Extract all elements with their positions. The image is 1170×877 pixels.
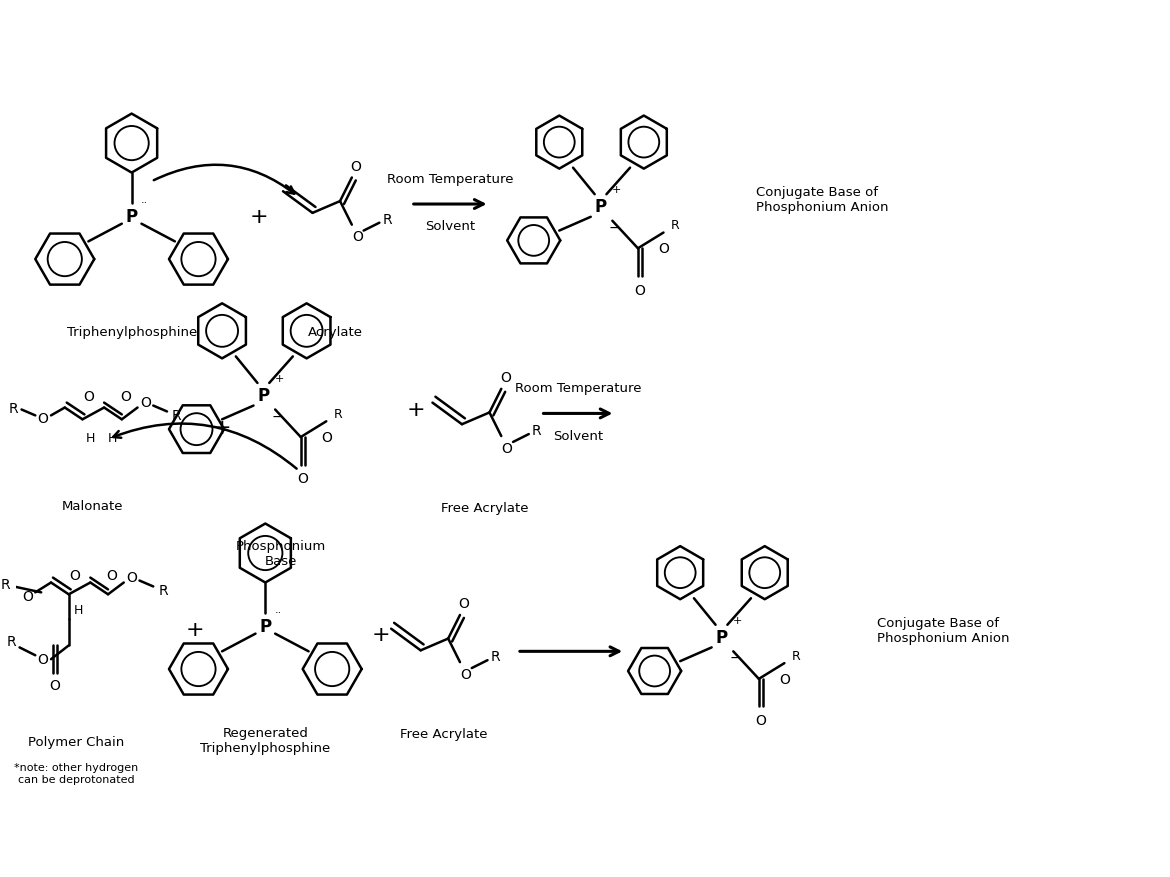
Text: O: O xyxy=(37,652,49,667)
Text: Room Temperature: Room Temperature xyxy=(387,173,514,186)
Text: Polymer Chain: Polymer Chain xyxy=(28,736,125,748)
Text: ··: ·· xyxy=(140,198,149,208)
Text: Regenerated
Triphenylphosphine: Regenerated Triphenylphosphine xyxy=(200,726,330,754)
Text: Conjugate Base of
Phosphonium Anion: Conjugate Base of Phosphonium Anion xyxy=(756,186,888,214)
Text: R: R xyxy=(532,424,542,438)
Text: ··: ·· xyxy=(275,607,282,617)
Text: Triphenylphosphine: Triphenylphosphine xyxy=(67,326,197,339)
Text: R: R xyxy=(9,401,19,415)
Text: O: O xyxy=(459,596,469,610)
Text: Free Acrylate: Free Acrylate xyxy=(399,728,487,740)
Text: −: − xyxy=(608,220,620,234)
Text: O: O xyxy=(779,672,790,686)
Text: P: P xyxy=(260,617,271,635)
Text: R: R xyxy=(158,584,168,598)
Text: O: O xyxy=(502,441,512,455)
Text: +: + xyxy=(275,374,284,383)
Text: R: R xyxy=(172,409,181,423)
Text: P: P xyxy=(125,208,138,225)
Text: R: R xyxy=(383,212,392,226)
Text: O: O xyxy=(461,667,472,681)
Text: P: P xyxy=(594,198,606,216)
Text: O: O xyxy=(69,568,80,582)
Text: O: O xyxy=(297,472,308,486)
Text: Solvent: Solvent xyxy=(553,429,603,442)
Text: R: R xyxy=(490,650,501,664)
Text: O: O xyxy=(350,160,362,174)
Text: +: + xyxy=(406,400,425,420)
Text: O: O xyxy=(37,412,49,426)
Text: O: O xyxy=(140,396,151,410)
Text: +: + xyxy=(250,207,269,226)
Text: O: O xyxy=(22,589,33,603)
Text: O: O xyxy=(49,678,61,692)
Text: R: R xyxy=(792,649,800,662)
Text: −: − xyxy=(271,409,283,423)
Text: −: − xyxy=(729,651,741,665)
Text: O: O xyxy=(321,431,332,445)
Text: H: H xyxy=(108,431,117,444)
Text: +: + xyxy=(732,615,742,625)
Text: Room Temperature: Room Temperature xyxy=(515,381,641,395)
Text: O: O xyxy=(83,389,94,403)
Text: Solvent: Solvent xyxy=(425,220,475,233)
Text: P: P xyxy=(257,386,269,404)
Text: H: H xyxy=(85,431,95,444)
Text: Phosphonium
Base: Phosphonium Base xyxy=(236,539,326,567)
Text: *note: other hydrogen
can be deprotonated: *note: other hydrogen can be deprotonate… xyxy=(14,763,139,784)
Text: P: P xyxy=(715,628,728,645)
Text: O: O xyxy=(634,283,646,297)
Text: Malonate: Malonate xyxy=(62,500,123,513)
Text: O: O xyxy=(352,230,363,244)
Text: R: R xyxy=(1,578,11,592)
Text: O: O xyxy=(756,713,766,727)
Text: O: O xyxy=(106,568,117,582)
Text: +: + xyxy=(372,624,391,644)
Text: +: + xyxy=(185,619,204,639)
Text: +: + xyxy=(612,185,621,195)
Text: Conjugate Base of
Phosphonium Anion: Conjugate Base of Phosphonium Anion xyxy=(876,616,1010,644)
Text: R: R xyxy=(7,635,16,649)
Text: R: R xyxy=(670,219,680,232)
Text: Free Acrylate: Free Acrylate xyxy=(441,502,529,515)
Text: O: O xyxy=(121,389,131,403)
Text: H: H xyxy=(74,602,83,616)
Text: +: + xyxy=(213,417,232,438)
Text: R: R xyxy=(333,408,343,420)
Text: Acrylate: Acrylate xyxy=(308,326,363,339)
Text: O: O xyxy=(658,242,669,256)
Text: O: O xyxy=(500,371,510,385)
Text: O: O xyxy=(126,570,137,584)
